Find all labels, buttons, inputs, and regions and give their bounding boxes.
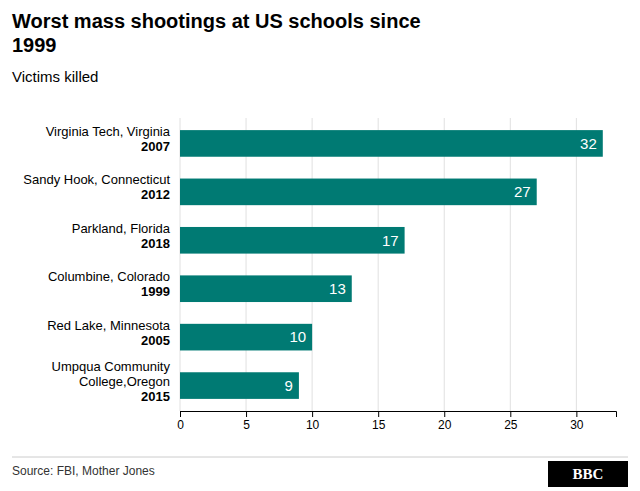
tick: 15 [372, 411, 386, 432]
tick-mark [510, 411, 511, 417]
tick: 20 [438, 411, 452, 432]
data-label: 13 [329, 280, 346, 297]
grid-line [444, 118, 445, 411]
separator [12, 457, 628, 458]
grid-line [246, 118, 247, 411]
tick-mark [378, 411, 379, 417]
data-label: 17 [382, 232, 399, 249]
data-label: 9 [285, 377, 293, 394]
tick: 0 [177, 411, 184, 432]
category-label: Sandy Hook, Connecticut2012 [23, 172, 170, 202]
grid-line [378, 118, 379, 411]
tick-label: 0 [177, 418, 184, 432]
tick-mark [246, 411, 247, 417]
data-label: 32 [580, 135, 597, 152]
data-label: 27 [514, 183, 531, 200]
grid-line [576, 118, 577, 411]
tick-mark [576, 411, 577, 417]
tick-label: 10 [306, 418, 320, 432]
subtitle: Victims killed [12, 68, 98, 85]
x-axis: 0 5 10 15 20 25 30 [177, 411, 616, 432]
logo-box [548, 461, 628, 487]
bar [180, 130, 603, 157]
logo-text: BBC [573, 466, 604, 482]
title: Worst mass shootings at US schools since… [12, 10, 421, 56]
tick: 30 [570, 411, 584, 432]
chart-container: Worst mass shootings at US schools since… [0, 0, 640, 491]
tick-label: 20 [438, 418, 452, 432]
bar [180, 275, 352, 302]
bars [180, 130, 603, 399]
tick-mark [444, 411, 445, 417]
category-label: Virginia Tech, Virginia2007 [46, 124, 171, 154]
category-label: Parkland, Florida2018 [72, 221, 171, 251]
tick-label: 5 [243, 418, 250, 432]
category-label: Umpqua CommunityCollege,Oregon2015 [52, 359, 171, 404]
tick-mark [180, 411, 181, 417]
tick-mark [312, 411, 313, 417]
tick-label: 25 [504, 418, 518, 432]
chart-svg: Worst mass shootings at US schools since… [0, 0, 640, 491]
data-label: 10 [289, 328, 306, 345]
axis-line [181, 412, 617, 418]
plot: 32 27 17 13 10 9 Virginia Tech, Virginia2007 Sa… [23, 118, 616, 432]
bar [180, 179, 537, 206]
grid-line [312, 118, 313, 411]
y-labels: Virginia Tech, Virginia2007 Sandy Hook, C… [23, 124, 170, 404]
source: Source: FBI, Mother Jones [12, 464, 155, 478]
tick: 25 [504, 411, 518, 432]
bar [180, 324, 312, 351]
tick: 10 [306, 411, 320, 432]
grid-line [180, 118, 181, 411]
bar [180, 227, 405, 254]
tick: 5 [243, 411, 250, 432]
category-label: Columbine, Colorado1999 [48, 269, 170, 299]
tick-label: 30 [570, 418, 584, 432]
category-label: Red Lake, Minnesota2005 [47, 318, 171, 348]
data-labels: 32 27 17 13 10 9 [285, 135, 597, 394]
grid-line [510, 118, 511, 411]
logo: BBC [548, 461, 628, 487]
grid [180, 118, 576, 411]
bar [180, 372, 299, 399]
tick-label: 15 [372, 418, 386, 432]
